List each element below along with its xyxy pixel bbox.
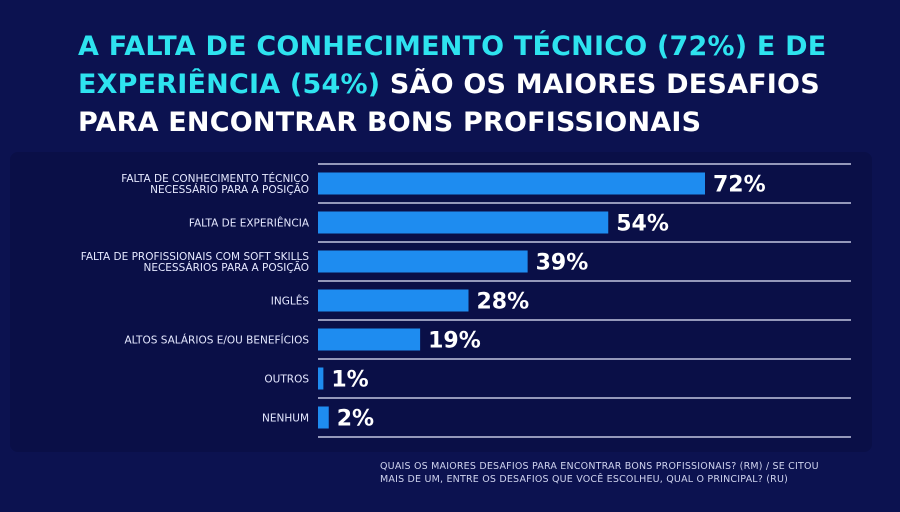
category-label-line: FALTA DE EXPERIÊNCIA — [189, 217, 310, 230]
bar — [318, 406, 329, 429]
bar — [318, 172, 705, 195]
bar — [318, 289, 469, 312]
title-line-1-accent: A FALTA DE CONHECIMENTO TÉCNICO (72%) E … — [78, 31, 827, 62]
category-label-line: ALTOS SALÁRIOS E/OU BENEFÍCIOS — [124, 334, 309, 347]
bar — [318, 328, 421, 351]
value-label: 28% — [477, 290, 530, 315]
page-title: A FALTA DE CONHECIMENTO TÉCNICO (72%) E … — [78, 28, 878, 142]
category-label: FALTA DE CONHECIMENTO TÉCNICO NECESSÁRIO … — [121, 172, 309, 196]
value-label: 19% — [428, 329, 481, 354]
title-line-1: A FALTA DE CONHECIMENTO TÉCNICO (72%) E … — [78, 28, 878, 66]
value-label: 39% — [536, 251, 589, 276]
category-label: INGLÊS — [271, 295, 310, 308]
title-line-2: EXPERIÊNCIA (54%) SÃO OS MAIORES DESAFIO… — [78, 66, 878, 104]
value-label: 1% — [331, 368, 368, 393]
bar — [318, 250, 528, 273]
category-label: NENHUM — [262, 413, 309, 425]
category-label: OUTROS — [264, 374, 309, 386]
title-line-3: PARA ENCONTRAR BONS PROFISSIONAIS — [78, 104, 878, 142]
title-line-2-accent: EXPERIÊNCIA (54%) — [78, 69, 381, 100]
footnote-line-1: QUAIS OS MAIORES DESAFIOS PARA ENCONTRAR… — [380, 461, 819, 472]
category-label-line: NECESSÁRIOS PARA A POSIÇÃO — [143, 261, 309, 274]
category-label-line: NENHUM — [262, 413, 309, 425]
category-label-line: FALTA DE PROFISSIONAIS COM SOFT SKILLS — [81, 251, 310, 263]
title-line-2-plain: SÃO OS MAIORES DESAFIOS — [380, 69, 820, 100]
category-label-line: FALTA DE CONHECIMENTO TÉCNICO — [121, 172, 309, 185]
value-label: 72% — [713, 173, 766, 198]
value-label: 54% — [616, 212, 669, 237]
category-label: FALTA DE EXPERIÊNCIA — [189, 217, 310, 230]
value-label: 2% — [337, 407, 374, 432]
footnote-line-2: MAIS DE UM, ENTRE OS DESAFIOS QUE VOCÊ E… — [380, 474, 788, 485]
category-label: ALTOS SALÁRIOS E/OU BENEFÍCIOS — [124, 334, 309, 347]
title-line-3-plain: PARA ENCONTRAR BONS PROFISSIONAIS — [78, 107, 702, 138]
bar — [318, 211, 609, 234]
bar — [318, 367, 324, 390]
category-label-line: OUTROS — [264, 374, 309, 386]
category-label: FALTA DE PROFISSIONAIS COM SOFT SKILLS NE… — [81, 251, 310, 274]
category-label-line: INGLÊS — [271, 295, 310, 308]
footnote: QUAIS OS MAIORES DESAFIOS PARA ENCONTRAR… — [380, 460, 880, 486]
category-label-line: NECESSÁRIO PARA A POSIÇÃO — [150, 183, 309, 196]
